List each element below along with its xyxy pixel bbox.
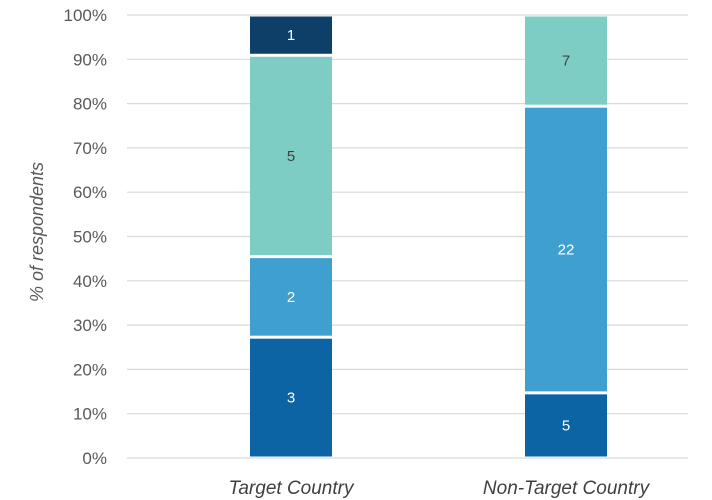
y-tick-label: 100% (64, 6, 107, 25)
y-tick-label: 50% (73, 228, 107, 247)
data-labels: 3 2 5 1 5 22 7 (287, 27, 575, 434)
x-category-label: Target Country (229, 478, 355, 499)
bar-segment (250, 56, 332, 256)
data-label: 2 (287, 289, 295, 306)
bars (250, 16, 607, 457)
y-tick-label: 30% (73, 316, 107, 335)
bar-segment (525, 394, 607, 457)
y-tick-label: 20% (73, 360, 107, 379)
y-tick-label: 10% (73, 405, 107, 424)
data-label: 7 (562, 53, 570, 70)
data-label: 5 (287, 148, 295, 165)
y-axis-title: % of respondents (27, 162, 47, 302)
bar-segment (250, 258, 332, 336)
y-tick-label: 70% (73, 139, 107, 158)
bar-segment (525, 107, 607, 392)
y-tick-label: 80% (73, 95, 107, 114)
y-tick-label: 90% (73, 50, 107, 69)
y-axis-ticks: 0% 10% 20% 30% 40% 50% 60% 70% 80% 90% 100% (64, 6, 107, 468)
y-tick-label: 0% (82, 449, 107, 468)
x-category-label: Non-Target Country (483, 478, 651, 499)
data-label: 3 (287, 390, 295, 407)
data-label: 22 (558, 242, 575, 259)
y-tick-label: 60% (73, 183, 107, 202)
bar-segment (250, 338, 332, 457)
data-label: 1 (287, 27, 295, 44)
bar-segment (250, 16, 332, 54)
y-tick-label: 40% (73, 272, 107, 291)
x-axis-categories: Target Country Non-Target Country (229, 478, 651, 499)
bar-segment (525, 16, 607, 105)
data-label: 5 (562, 417, 570, 434)
